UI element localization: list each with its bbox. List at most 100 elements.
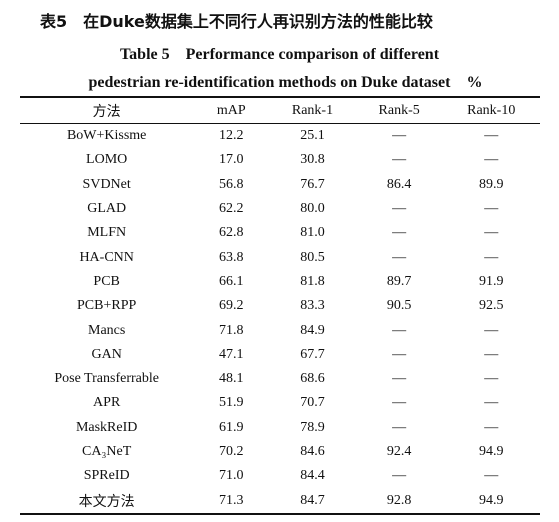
cell: 67.7 [300,346,325,362]
cell: 89.7 [386,273,412,289]
cell: — [392,395,407,411]
method-name: PCB [93,273,120,289]
cell: 17.0 [218,152,244,168]
table-row: GAN 47.1 67.7 — — [20,343,540,367]
cell: 25.1 [300,128,325,144]
method-name: MLFN [87,225,127,241]
cell: — [484,128,499,144]
cell: — [484,225,499,241]
column-header: Rank-10 [467,102,516,118]
cell: 71.3 [218,492,244,508]
cell: — [484,249,499,265]
method-name: SPReID [83,468,130,484]
method-name: SVDNet [82,176,131,192]
table-row: PCB 66.1 81.8 89.7 91.9 [20,270,540,294]
cell: 84.7 [300,492,325,508]
cell: 62.2 [218,201,244,217]
cell: 84.4 [300,468,325,484]
cell: — [392,225,407,241]
cell: — [484,468,499,484]
caption-en: pedestrian re-identification methods on … [88,74,483,91]
cell: 91.9 [478,273,504,289]
cell: 94.9 [478,492,504,508]
cell: 47.1 [218,346,244,362]
cell: — [392,249,407,265]
cell: — [484,346,499,362]
header-row: 方法 mAP Rank-1 Rank-5 Rank-10 [20,97,540,124]
cell: 51.9 [218,395,244,411]
cell: 81.8 [300,273,325,289]
cell: — [392,371,407,387]
table-row: MLFN 62.8 81.0 — — [20,221,540,245]
method-name: Pose Transferrable [54,371,159,387]
cell: 92.4 [386,444,412,459]
caption-en: Table 5 Performance comparison of differ… [119,46,440,63]
cell: 48.1 [218,371,244,387]
cell: 90.5 [386,298,412,314]
cell: — [392,128,407,144]
cell: 92.5 [478,298,504,314]
method-name: PCB+RPP [77,298,137,314]
table-row: PCB+RPP 69.2 83.3 90.5 92.5 [20,294,540,318]
cell: 71.0 [218,468,244,484]
cell: — [392,419,407,435]
cell: — [392,346,407,362]
cell: 83.3 [300,298,325,314]
cell: 68.6 [300,371,325,387]
table-row: BoW+Kissme 12.2 25.1 — — [20,124,540,149]
cell: 80.5 [300,249,325,265]
cell: 78.9 [300,419,325,435]
cell: — [392,201,407,217]
table-row: GLAD 62.2 80.0 — — [20,197,540,221]
column-header: Rank-5 [378,102,420,118]
cell: — [484,322,499,338]
cell: 94.9 [478,444,504,459]
cell: — [484,152,499,168]
table-row: APR 51.9 70.7 — — [20,391,540,415]
method-name: GLAD [87,201,127,217]
cell: 70.7 [300,395,325,411]
method-name: APR [93,395,121,411]
cell: 12.2 [218,128,244,144]
cell: — [484,201,499,217]
cell: — [484,395,499,411]
method-name: BoW+Kissme [66,128,147,144]
cell: 89.9 [478,176,504,192]
table-row: HA-CNN 63.8 80.5 — — [20,245,540,269]
cell: — [484,419,499,435]
cell: 80.0 [300,201,325,217]
caption-zh: 表5 在Duke数据集上不同行人再识别方法的性能比较 [40,12,433,31]
table-row: Pose Transferrable 48.1 68.6 — — [20,367,540,391]
column-header: 方法 [92,104,121,120]
cell: — [392,152,407,168]
table-row: SPReID 71.0 84.4 — — [20,464,540,488]
cell: 69.2 [218,298,244,314]
column-header: Rank-1 [291,102,334,118]
method-name: LOMO [86,152,128,168]
method-name: GAN [91,346,122,362]
column-header: mAP [216,102,246,118]
table-row: MaskReID 61.9 78.9 — — [20,416,540,440]
table-row: SVDNet 56.8 76.7 86.4 89.9 [20,173,540,197]
method-name: MaskReID [75,419,138,435]
method-name: HA-CNN [79,249,134,265]
cell: 66.1 [218,273,244,289]
cell: 61.9 [218,419,244,435]
method-name: CA₃NeT [82,444,132,459]
cell: 62.8 [218,225,244,241]
cell: 76.7 [300,176,325,192]
cell: 63.8 [218,249,244,265]
method-name: Mancs [88,322,126,338]
cell: 92.8 [386,492,412,508]
cell: 81.0 [300,225,325,241]
cell: 84.6 [300,444,325,459]
cell: 70.2 [218,444,244,459]
table-row: CA₃NeT 70.2 84.6 92.4 94.9 [20,440,540,464]
cell: 86.4 [386,176,412,192]
table-row: Mancs 71.8 84.9 — — [20,318,540,342]
cell: 56.8 [218,176,244,192]
cell: — [392,322,407,338]
method-name: 本文方法 [78,494,135,510]
table-row: LOMO 17.0 30.8 — — [20,148,540,172]
